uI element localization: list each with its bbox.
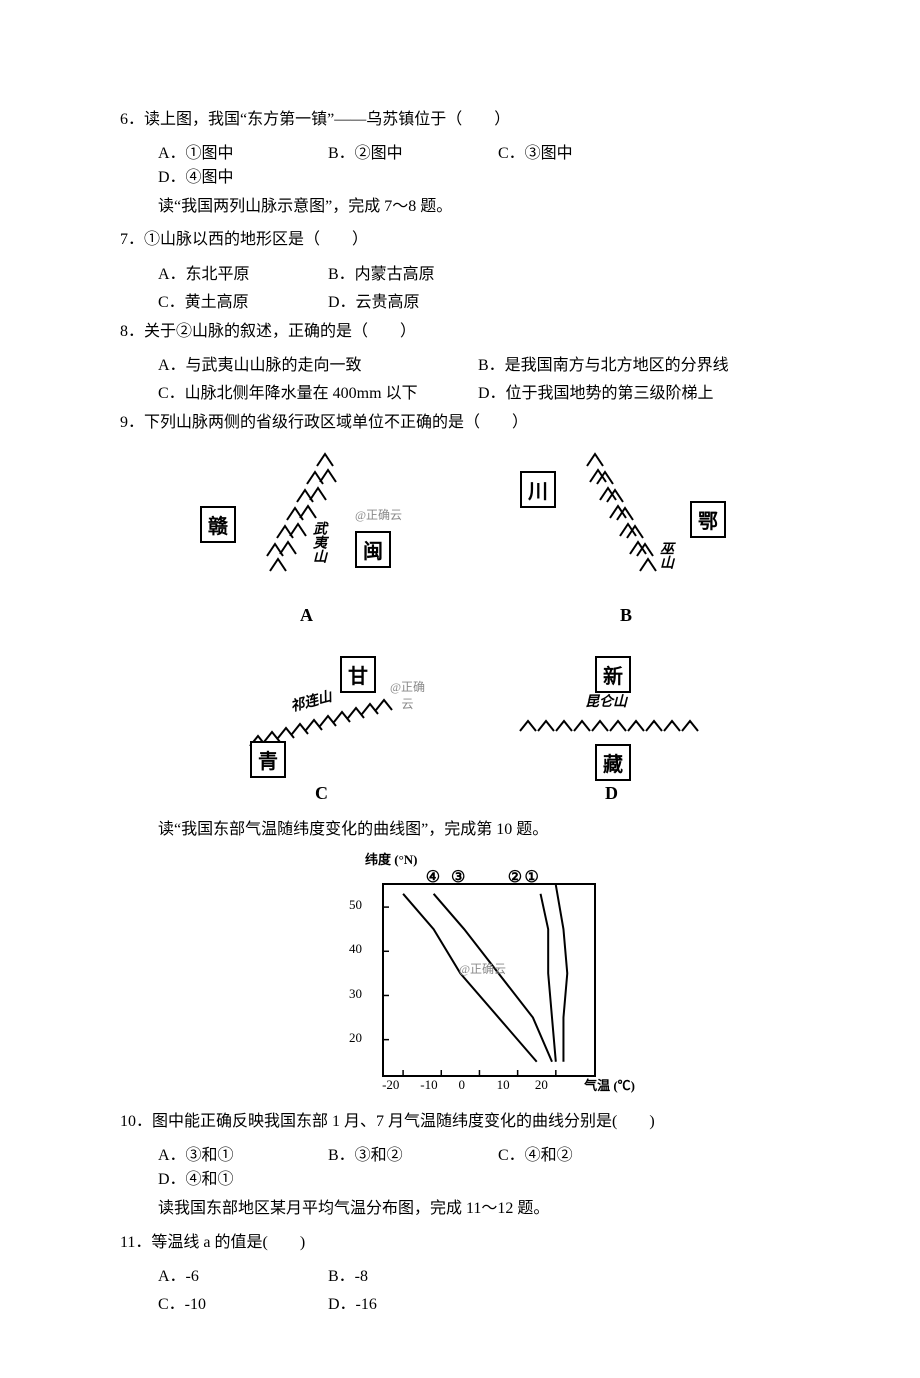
q8-opt-c[interactable]: C．山脉北侧年降水量在 400mm 以下 bbox=[158, 379, 478, 403]
q10-options: A．③和① B．③和② C．④和② D．④和① bbox=[120, 1141, 820, 1189]
mountain-chain-icon bbox=[575, 446, 665, 586]
chart-lines-icon bbox=[384, 885, 594, 1075]
q9-panel-b: 川 巫山 鄂 B bbox=[520, 446, 740, 616]
panel-b-mountain: 巫山 bbox=[655, 541, 675, 569]
mountain-chain-icon bbox=[255, 446, 345, 586]
chart-x-label: 气温 (℃) bbox=[584, 1075, 635, 1094]
q9-lead: 读“我国东部气温随纬度变化的曲线图”，完成第 10 题。 bbox=[120, 816, 820, 843]
q6-options: A．①图中 B．②图中 C．③图中 D．④图中 bbox=[120, 139, 820, 187]
panel-a-caption: A bbox=[300, 605, 313, 626]
q8-options-row1: A．与武夷山山脉的走向一致 B．是我国南方与北方地区的分界线 bbox=[120, 351, 820, 375]
q8-stem: 8．关于②山脉的叙述，正确的是（ ） bbox=[120, 318, 820, 345]
chart-x-tick: 20 bbox=[535, 1077, 548, 1093]
chart-y-tick: 50 bbox=[349, 897, 362, 913]
panel-d-top: 新 bbox=[595, 656, 631, 693]
q7-stem: 7．①山脉以西的地形区是（ ） bbox=[120, 226, 820, 253]
q9-panel-a: 赣 武夷山 @正确云 闽 A bbox=[200, 446, 420, 616]
mountain-chain-icon bbox=[515, 711, 715, 741]
panel-b-right: 鄂 bbox=[690, 501, 726, 538]
watermark: @正确云 bbox=[355, 506, 402, 523]
q8-options-row2: C．山脉北侧年降水量在 400mm 以下 D．位于我国地势的第三级阶梯上 bbox=[120, 379, 820, 403]
q6-stem: 6．读上图，我国“东方第一镇”——乌苏镇位于（ ） bbox=[120, 106, 820, 133]
q10-lead: 读我国东部地区某月平均气温分布图，完成 11～12 题。 bbox=[120, 1195, 820, 1222]
chart-x-tick: -10 bbox=[420, 1077, 437, 1093]
q6-opt-c[interactable]: C．③图中 bbox=[498, 139, 668, 163]
chart-y-label: 纬度 (°N) bbox=[365, 849, 418, 868]
q10-opt-c[interactable]: C．④和② bbox=[498, 1141, 668, 1165]
panel-c-caption: C bbox=[315, 783, 328, 804]
panel-a-left: 赣 bbox=[200, 506, 236, 543]
q7-options-row1: A．东北平原 B．内蒙古高原 bbox=[120, 260, 820, 284]
q8-opt-d[interactable]: D．位于我国地势的第三级阶梯上 bbox=[478, 379, 798, 403]
panel-d-caption: D bbox=[605, 783, 618, 804]
q9-stem: 9．下列山脉两侧的省级行政区域单位不正确的是（ ） bbox=[120, 409, 820, 436]
q7-options-row2: C．黄土高原 D．云贵高原 bbox=[120, 288, 820, 312]
chart-x-tick: 0 bbox=[458, 1077, 465, 1093]
chart-x-tick: -20 bbox=[382, 1077, 399, 1093]
chart-y-tick: 20 bbox=[349, 1030, 362, 1046]
panel-b-caption: B bbox=[620, 605, 632, 626]
q10-opt-b[interactable]: B．③和② bbox=[328, 1141, 498, 1165]
q9-figure: 赣 武夷山 @正确云 闽 A 川 巫山 bbox=[120, 446, 820, 786]
q11-stem: 11．等温线 a 的值是( ) bbox=[120, 1229, 820, 1256]
chart-y-tick: 30 bbox=[349, 986, 362, 1002]
q7-opt-b[interactable]: B．内蒙古高原 bbox=[328, 260, 498, 284]
chart-y-tick: 40 bbox=[349, 941, 362, 957]
q7-opt-c[interactable]: C．黄土高原 bbox=[158, 288, 328, 312]
panel-d-mountain: 昆仑山 bbox=[585, 691, 627, 711]
q6-opt-a[interactable]: A．①图中 bbox=[158, 139, 328, 163]
panel-a-right: 闽 bbox=[355, 531, 391, 568]
q8-opt-a[interactable]: A．与武夷山山脉的走向一致 bbox=[158, 351, 478, 375]
q11-opt-a[interactable]: A．-6 bbox=[158, 1262, 328, 1286]
q8-opt-b[interactable]: B．是我国南方与北方地区的分界线 bbox=[478, 351, 798, 375]
q6-opt-b[interactable]: B．②图中 bbox=[328, 139, 498, 163]
panel-a-mountain: 武夷山 bbox=[308, 521, 328, 563]
q6-lead: 读“我国两列山脉示意图”，完成 7～8 题。 bbox=[120, 193, 820, 220]
q10-opt-d[interactable]: D．④和① bbox=[158, 1165, 328, 1189]
chart-x-tick: 10 bbox=[497, 1077, 510, 1093]
q10-stem: 10．图中能正确反映我国东部 1 月、7 月气温随纬度变化的曲线分别是( ) bbox=[120, 1108, 820, 1135]
q10-opt-a[interactable]: A．③和① bbox=[158, 1141, 328, 1165]
panel-d-bottom: 藏 bbox=[595, 744, 631, 781]
q11-opt-b[interactable]: B．-8 bbox=[328, 1262, 498, 1286]
q9-panel-c: 甘 @正确云 祁连山 青 C bbox=[220, 656, 430, 786]
panel-c-bottom: 青 bbox=[250, 741, 286, 778]
chart-area: @正确云 bbox=[382, 883, 596, 1077]
q9-panel-d: 新 昆仑山 藏 D bbox=[510, 656, 720, 786]
watermark: @正确云 bbox=[459, 960, 506, 977]
q7-opt-a[interactable]: A．东北平原 bbox=[158, 260, 328, 284]
q7-opt-d[interactable]: D．云贵高原 bbox=[328, 288, 498, 312]
q10-chart: 纬度 (°N) ④③②① @正确云 20304050 -20-1001020 气… bbox=[120, 853, 820, 1080]
q11-options-row1: A．-6 B．-8 bbox=[120, 1262, 820, 1286]
panel-b-left: 川 bbox=[520, 471, 556, 508]
q6-opt-d[interactable]: D．④图中 bbox=[158, 163, 328, 187]
